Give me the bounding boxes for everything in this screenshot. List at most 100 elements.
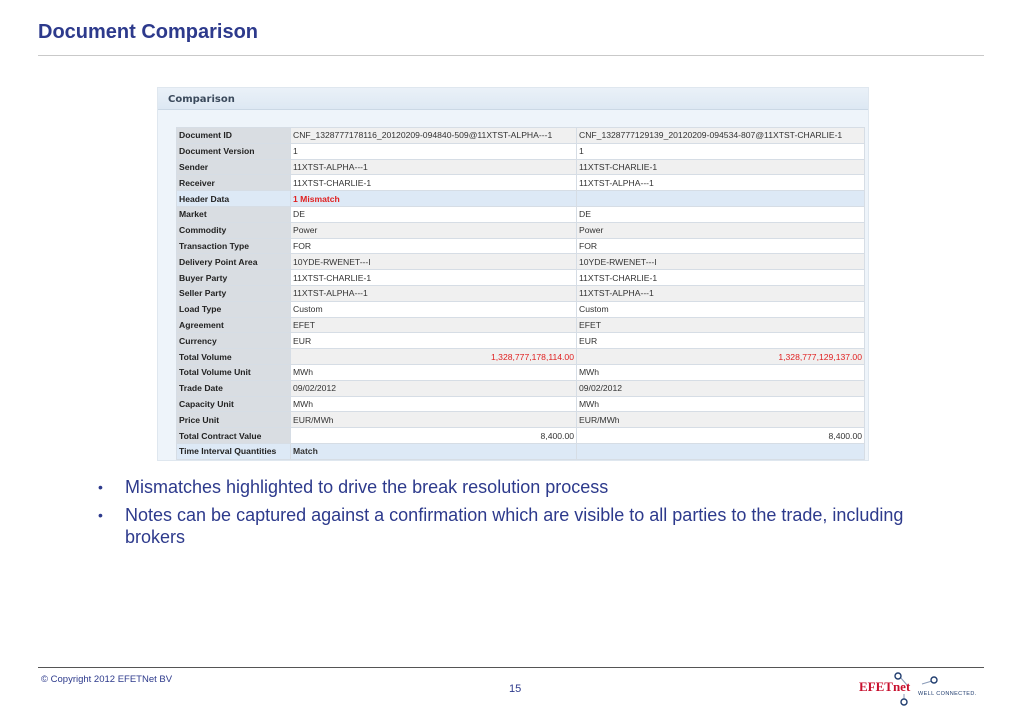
- row-label: Buyer Party: [176, 269, 291, 286]
- right-value: 11XTST-ALPHA---1: [576, 174, 865, 192]
- row-label: Total Contract Value: [176, 427, 291, 444]
- row-label: Price Unit: [176, 411, 291, 429]
- row-label: Load Type: [176, 300, 291, 318]
- left-value: EFET: [290, 316, 577, 334]
- left-value: MWh: [290, 363, 577, 381]
- left-value-mismatch: 1,328,777,178,114.00: [290, 348, 577, 365]
- comparison-panel: Comparison Document ID CNF_1328777178116_…: [157, 87, 869, 461]
- right-value: 1: [576, 142, 865, 160]
- row-label: Market: [176, 205, 291, 223]
- right-value: EFET: [576, 316, 865, 334]
- efetnet-logo: EFETnet WELL CONNECTED.: [859, 672, 977, 706]
- left-value: 11XTST-CHARLIE-1: [290, 269, 577, 286]
- row-label: Header Data: [176, 190, 291, 207]
- left-value: EUR: [290, 332, 577, 350]
- right-value-mismatch: 1,328,777,129,137.00: [576, 348, 865, 365]
- left-value: EUR/MWh: [290, 411, 577, 429]
- table-row: Capacity Unit MWh MWh: [176, 395, 865, 413]
- table-row: Delivery Point Area 10YDE-RWENET---I 10YDE…: [176, 253, 865, 271]
- mismatch-count[interactable]: 1 Mismatch: [290, 190, 577, 207]
- row-label: Receiver: [176, 174, 291, 192]
- left-value: 10YDE-RWENET---I: [290, 253, 577, 271]
- table-row: Receiver 11XTST-CHARLIE-1 11XTST-ALPHA---1: [176, 174, 865, 192]
- left-value: Power: [290, 221, 577, 239]
- table-row: Agreement EFET EFET: [176, 316, 865, 334]
- left-value: Custom: [290, 300, 577, 318]
- left-value: DE: [290, 205, 577, 223]
- row-label: Agreement: [176, 316, 291, 334]
- table-row: Transaction Type FOR FOR: [176, 237, 865, 255]
- panel-title: Comparison: [168, 94, 235, 105]
- bullet-text: Mismatches highlighted to drive the brea…: [125, 477, 609, 497]
- page-number: 15: [509, 683, 522, 695]
- row-label: Document Version: [176, 142, 291, 160]
- row-label: Delivery Point Area: [176, 253, 291, 271]
- row-label: Capacity Unit: [176, 395, 291, 413]
- table-row: Seller Party 11XTST-ALPHA---1 11XTST-ALPHA…: [176, 284, 865, 302]
- right-value: 09/02/2012: [576, 379, 865, 397]
- table-row-header-data[interactable]: Header Data 1 Mismatch: [176, 190, 865, 207]
- bullet-item: • Mismatches highlighted to drive the bre…: [98, 476, 918, 498]
- table-row: Buyer Party 11XTST-CHARLIE-1 11XTST-CHARLI…: [176, 269, 865, 286]
- right-value: DE: [576, 205, 865, 223]
- table-row: Currency EUR EUR: [176, 332, 865, 350]
- right-value: [576, 190, 865, 207]
- table-row: Market DE DE: [176, 205, 865, 223]
- table-row: Document ID CNF_1328777178116_20120209-09…: [176, 127, 865, 144]
- right-value: 11XTST-CHARLIE-1: [576, 269, 865, 286]
- right-value: 11XTST-ALPHA---1: [576, 284, 865, 302]
- left-value: 11XTST-ALPHA---1: [290, 158, 577, 176]
- bullet-item: • Notes can be captured against a confirm…: [98, 504, 918, 548]
- table-row: Document Version 1 1: [176, 142, 865, 160]
- right-value: MWh: [576, 395, 865, 413]
- row-label: Document ID: [176, 127, 291, 144]
- left-value: MWh: [290, 395, 577, 413]
- right-value: MWh: [576, 363, 865, 381]
- right-value: FOR: [576, 237, 865, 255]
- row-label: Transaction Type: [176, 237, 291, 255]
- logo-text: EFETnet: [859, 679, 911, 694]
- table-row: Total Volume Unit MWh MWh: [176, 363, 865, 381]
- right-value: EUR/MWh: [576, 411, 865, 429]
- left-value: 09/02/2012: [290, 379, 577, 397]
- left-value: 1: [290, 142, 577, 160]
- footer-divider: [38, 667, 984, 668]
- left-value: 11XTST-CHARLIE-1: [290, 174, 577, 192]
- left-value: FOR: [290, 237, 577, 255]
- panel-header: Comparison: [158, 88, 868, 110]
- right-value: 8,400.00: [576, 427, 865, 444]
- table-row: Commodity Power Power: [176, 221, 865, 239]
- right-value: EUR: [576, 332, 865, 350]
- logo-tagline: WELL CONNECTED.: [918, 691, 977, 697]
- table-row: Load Type Custom Custom: [176, 300, 865, 318]
- table-row: Sender 11XTST-ALPHA---1 11XTST-CHARLIE-1: [176, 158, 865, 176]
- bullet-list: • Mismatches highlighted to drive the bre…: [98, 476, 918, 554]
- match-status[interactable]: Match: [290, 442, 577, 460]
- table-row-time-interval[interactable]: Time Interval Quantities Match: [176, 442, 865, 460]
- right-value: CNF_1328777129139_20120209-094534-807@11…: [576, 127, 865, 144]
- table-row: Price Unit EUR/MWh EUR/MWh: [176, 411, 865, 429]
- page-title: Document Comparison: [38, 21, 259, 43]
- row-label: Trade Date: [176, 379, 291, 397]
- table-row: Total Contract Value 8,400.00 8,400.00: [176, 427, 865, 444]
- row-label: Commodity: [176, 221, 291, 239]
- right-value: 11XTST-CHARLIE-1: [576, 158, 865, 176]
- left-value: 8,400.00: [290, 427, 577, 444]
- copyright-text: © Copyright 2012 EFETNet BV: [41, 674, 173, 685]
- bullet-dot-icon: •: [98, 479, 103, 495]
- row-label: Sender: [176, 158, 291, 176]
- right-value: Power: [576, 221, 865, 239]
- comparison-table: Document ID CNF_1328777178116_20120209-09…: [176, 127, 865, 460]
- table-row: Total Volume 1,328,777,178,114.00 1,328,77…: [176, 348, 865, 365]
- title-divider: [38, 55, 984, 56]
- bullet-dot-icon: •: [98, 507, 103, 523]
- right-value: [576, 442, 865, 460]
- right-value: Custom: [576, 300, 865, 318]
- bullet-text: Notes can be captured against a confirma…: [125, 505, 904, 547]
- row-label: Currency: [176, 332, 291, 350]
- left-value: CNF_1328777178116_20120209-094840-509@11…: [290, 127, 577, 144]
- row-label: Time Interval Quantities: [176, 442, 291, 460]
- row-label: Total Volume: [176, 348, 291, 365]
- table-row: Trade Date 09/02/2012 09/02/2012: [176, 379, 865, 397]
- row-label: Total Volume Unit: [176, 363, 291, 381]
